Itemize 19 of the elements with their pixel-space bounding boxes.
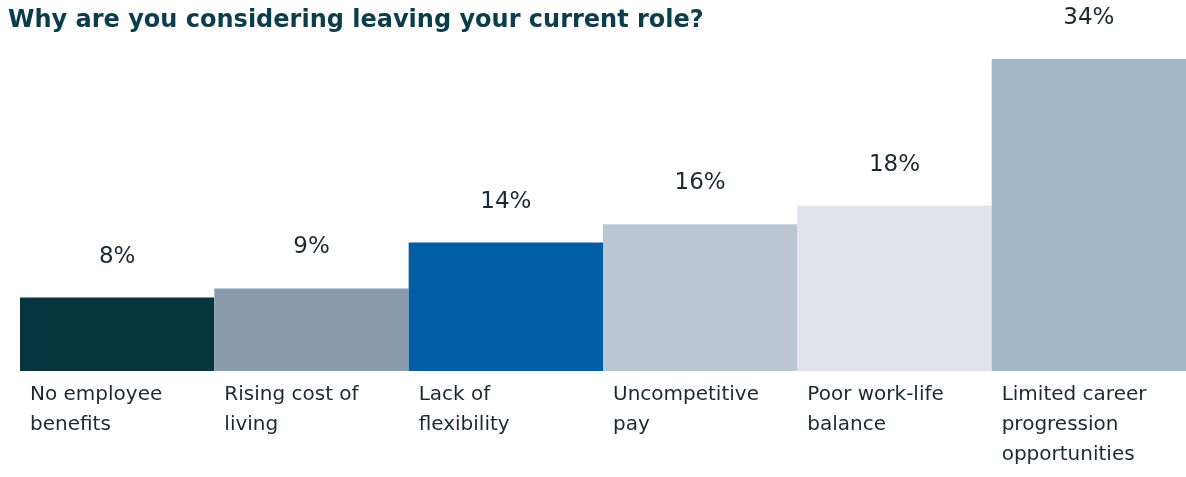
x-tick-label: Poor work-life balance: [807, 380, 944, 435]
bar: [991, 59, 1186, 371]
x-tick-label: No employee benefits: [30, 380, 163, 435]
data-label: 9%: [293, 232, 330, 259]
x-tick-label: Lack of flexibility: [418, 380, 510, 435]
data-label: 18%: [868, 149, 921, 176]
x-tick-label: Uncompetitive pay: [613, 380, 759, 435]
bar: [214, 288, 409, 371]
data-label: 8%: [98, 241, 136, 268]
chart-title: Why are you considering leaving your current role?: [8, 5, 704, 33]
bar: [797, 205, 992, 371]
data-label: 34%: [1063, 3, 1115, 29]
bar: [20, 297, 215, 371]
x-tick-label: Rising cost of living: [224, 380, 360, 435]
bar: [603, 224, 798, 371]
bar: [408, 242, 603, 371]
data-label: 16%: [674, 168, 726, 195]
data-label: 14%: [480, 186, 532, 213]
x-tick-label: Limited career progression opportunities: [1001, 380, 1148, 465]
